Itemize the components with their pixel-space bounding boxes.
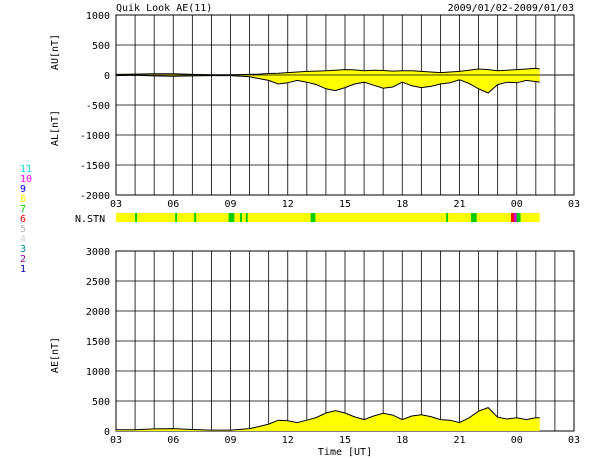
au-al-lines [115,67,574,94]
y-tick-label: 2500 [86,277,110,288]
line-al [115,74,540,94]
x-tick-label: 06 [167,435,179,446]
station-legend-number: 8 [20,194,26,205]
x-tick-label: 21 [453,435,465,446]
station-segment [513,213,517,222]
x-tick-label: 09 [224,435,236,446]
y-tick-label: -1500 [80,161,110,172]
y-tick-label: -2000 [80,191,110,202]
x-tick-label: 03 [110,435,122,446]
x-tick-label: 15 [339,435,351,446]
x-tick-label: 03 [568,435,580,446]
al-axis-label: AL[nT] [50,110,61,146]
station-segment [470,213,477,222]
station-legend-number: 3 [20,244,26,255]
y-tick-label: 1000 [86,367,110,378]
station-legend-number: 4 [20,234,26,245]
station-segment [310,213,316,222]
y-tick-label: 0 [104,427,110,438]
station-legend-number: 1 [20,264,26,275]
station-segment [516,213,521,222]
station-legend-number: 9 [20,184,26,195]
ae-y-ticks: 3000 2500 2000 1500 1000 500 0 [86,247,110,438]
area-ae [116,407,540,431]
station-legend-number: 11 [20,164,32,175]
y-tick-label: 1500 [86,337,110,348]
au-axis-label: AU[nT] [50,34,61,70]
x-tick-label: 03 [568,199,580,210]
station-legend-number: 6 [20,214,26,225]
station-legend-number: 7 [20,204,26,215]
x-tick-label: 06 [167,199,179,210]
station-legend-number: 2 [20,254,26,265]
station-segment [446,213,449,222]
au-al-x-ticks: 03 06 09 12 15 18 21 00 03 [110,199,580,210]
y-tick-label: 1000 [86,11,110,22]
x-axis-label: Time [UT] [318,447,372,458]
y-tick-label: -500 [86,101,110,112]
x-tick-label: 09 [224,199,236,210]
ae-fill [116,407,540,431]
au-al-panel: 1000 500 0 -500 -1000 -1500 -2000 03 06 09 12 15 18… [50,11,580,210]
station-segment [240,213,242,222]
station-legend-number: 5 [20,224,26,235]
y-tick-label: 500 [92,41,110,52]
x-tick-label: 21 [453,199,465,210]
station-segment [135,213,137,222]
x-tick-label: 15 [339,199,351,210]
line-ae [116,407,540,431]
x-tick-label: 00 [511,435,523,446]
station-legend-number: 10 [20,174,32,185]
ae-grid [116,251,574,431]
au-al-fill [116,68,540,93]
date-range: 2009/01/02-2009/01/03 [448,3,574,14]
x-tick-label: 03 [110,199,122,210]
x-tick-label: 12 [282,435,294,446]
au-al-y-ticks: 1000 500 0 -500 -1000 -1500 -2000 [80,11,110,202]
x-tick-label: 12 [282,199,294,210]
station-segment [245,213,248,222]
station-segment [228,213,235,222]
station-segment [194,213,197,222]
area-au [116,68,540,75]
station-segment [116,213,540,222]
nstn-label: N.STN [75,214,105,225]
y-tick-label: -1000 [80,131,110,142]
x-tick-label: 18 [396,435,408,446]
y-tick-label: 3000 [86,247,110,258]
ae-axis-label: AE[nT] [50,337,61,373]
ae-lines [116,407,540,431]
station-segment [511,213,514,222]
y-tick-label: 0 [104,71,110,82]
station-segment [175,213,178,222]
x-tick-label: 00 [511,199,523,210]
ae-x-ticks: 03 06 09 12 15 18 21 00 03 [110,435,580,446]
x-tick-label: 18 [396,199,408,210]
area-al [116,75,540,93]
station-count-bar [116,213,540,222]
y-tick-label: 500 [92,397,110,408]
y-tick-label: 2000 [86,307,110,318]
chart-title: Quik Look AE(11) [116,3,212,14]
